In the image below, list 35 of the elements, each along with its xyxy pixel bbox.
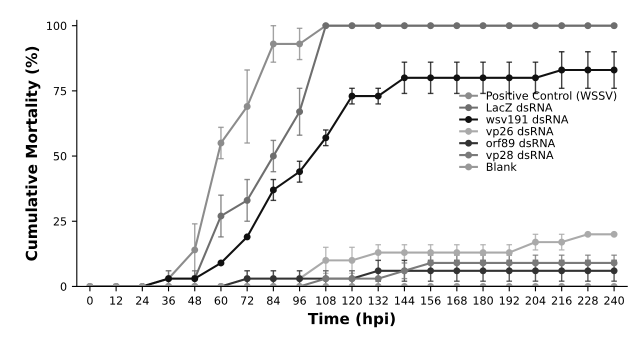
x-tick-label: 72 [241,296,254,305]
y-axis-title: Cumulative Mortality (%) [25,46,40,261]
legend-label: LacZ dsRNA [486,103,552,112]
x-tick-label: 24 [136,296,149,305]
y-tick-label: 75 [54,86,66,96]
x-tick-label: 204 [526,296,546,305]
x-tick-label: 168 [447,296,467,305]
x-tick-label: 0 [87,296,93,305]
legend-label: Blank [486,162,517,171]
x-tick-label: 156 [421,296,441,305]
x-tick-label: 48 [188,296,202,305]
legend-label: wsv191 dsRNA [486,114,568,124]
x-tick-label: 228 [578,296,598,305]
legend-label: orf89 dsRNA [486,138,556,148]
x-tick-label: 84 [267,296,280,305]
x-axis-title: Time (hpi) [308,312,395,328]
y-tick-label: 25 [54,217,66,226]
y-tick-label: 100 [47,22,66,30]
x-tick-label: 216 [552,296,572,305]
x-tick-label: 192 [500,296,519,305]
legend-label: Positive Control (WSSV) [486,91,616,102]
x-tick-label: 120 [342,296,362,305]
x-tick-label: 180 [474,296,493,305]
x-tick-label: 60 [214,296,228,305]
x-tick-label: 240 [604,296,624,305]
y-tick-label: 50 [54,152,66,160]
x-tick-label: 132 [368,296,388,305]
x-tick-label: 108 [316,296,336,305]
x-tick-label: 36 [162,296,175,305]
x-tick-label: 12 [110,296,122,305]
y-tick-label: 0 [60,282,66,291]
x-tick-label: 96 [293,296,306,305]
legend-label: vp28 dsRNA [486,150,554,162]
x-tick-label: 144 [395,296,414,305]
legend-label: vp26 dsRNA [486,126,554,138]
